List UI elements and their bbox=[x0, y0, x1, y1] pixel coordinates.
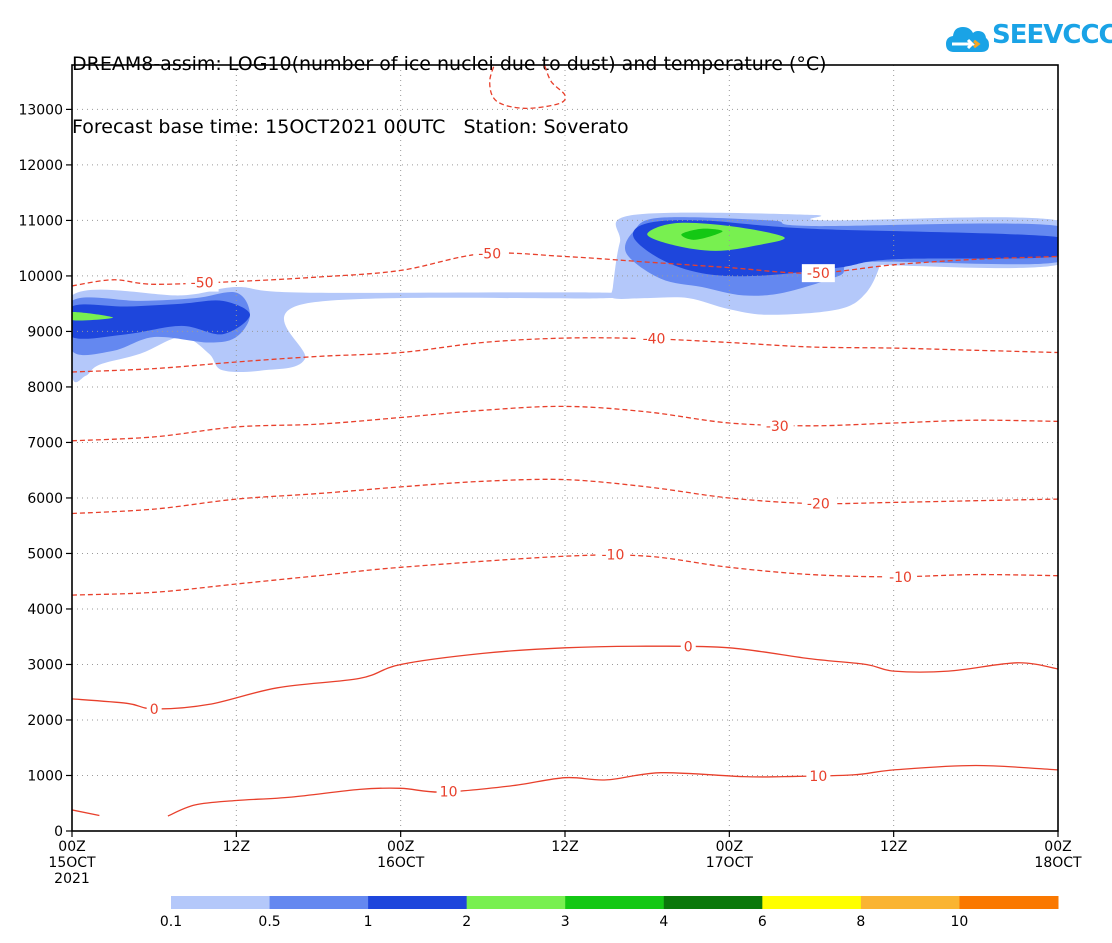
temperature-line-8 bbox=[489, 65, 567, 109]
colorbar-label-5: 4 bbox=[659, 914, 668, 930]
cloud-icon bbox=[946, 27, 989, 52]
temperature-line-1 bbox=[167, 764, 1058, 817]
contour-label-5-0: -30 bbox=[766, 419, 789, 435]
y-tick-label-11: 11000 bbox=[18, 213, 63, 229]
y-tick-label-3: 3000 bbox=[27, 657, 63, 673]
x-tick-label-0-0: 00Z bbox=[58, 839, 85, 855]
contour-label-bg-2-1 bbox=[680, 637, 696, 656]
y-tick-label-10: 10000 bbox=[18, 269, 63, 285]
contour-label-2-1: 0 bbox=[684, 640, 693, 656]
dust-area-2-7 bbox=[647, 222, 785, 251]
contour-label-3-0: -10 bbox=[601, 548, 624, 564]
y-tick-label-9: 9000 bbox=[27, 324, 63, 340]
axes: 0100020003000400050006000700080009000100… bbox=[18, 102, 1082, 887]
y-tick-label-8: 8000 bbox=[27, 380, 63, 396]
y-tick-label-12: 12000 bbox=[18, 158, 63, 174]
x-tick-label-6-0: 00Z bbox=[1044, 839, 1071, 855]
colorbar-swatch-0 bbox=[171, 896, 271, 909]
grid-lines bbox=[72, 65, 1058, 831]
temperature-contours bbox=[72, 65, 1058, 817]
colorbar-label-7: 8 bbox=[856, 914, 865, 930]
contour-label-bg-5-0 bbox=[760, 416, 794, 435]
dust-fields bbox=[72, 212, 1058, 383]
contour-label-bg-1-0 bbox=[436, 782, 461, 801]
y-tick-label-6: 6000 bbox=[27, 491, 63, 507]
x-tick-label-0-1: 15OCT bbox=[48, 855, 96, 871]
colorbar-label-1: 0.5 bbox=[258, 914, 280, 930]
x-tick-label-2-1: 16OCT bbox=[377, 855, 425, 871]
colorbar-label-6: 6 bbox=[758, 914, 767, 930]
colorbar-label-8: 10 bbox=[951, 914, 969, 930]
contour-label-2-0: 0 bbox=[150, 702, 159, 718]
colorbar-swatch-8 bbox=[959, 896, 1059, 909]
contour-label-bg-7-0 bbox=[185, 273, 219, 292]
x-tick-label-4-1: 17OCT bbox=[706, 855, 754, 871]
y-tick-label-0: 0 bbox=[54, 824, 63, 840]
colorbar-swatch-1 bbox=[269, 896, 369, 909]
y-tick-label-7: 7000 bbox=[27, 435, 63, 451]
y-tick-label-1: 1000 bbox=[27, 768, 63, 784]
plot-frame bbox=[71, 64, 1059, 832]
contour-label-bg-7-1 bbox=[473, 244, 507, 263]
contour-label-bg-6-0 bbox=[637, 329, 671, 348]
temperature-line-4 bbox=[72, 478, 1058, 515]
contour-label-3-1: -10 bbox=[889, 570, 912, 586]
x-tick-label-0-2: 2021 bbox=[54, 871, 90, 887]
contour-labels: 10 10 0 0 -10 -10 -20 -30 -40 -50 -50 -50 bbox=[146, 244, 918, 801]
colorbar-swatch-3 bbox=[466, 896, 566, 909]
temperature-line-2 bbox=[72, 645, 1058, 710]
temperature-line-6 bbox=[72, 337, 1058, 373]
colorbar-swatch-6 bbox=[762, 896, 862, 909]
contour-label-bg-1-1 bbox=[806, 767, 831, 786]
dust-area-1-2 bbox=[72, 300, 250, 339]
x-tick-label-3-0: 12Z bbox=[551, 839, 578, 855]
x-tick-label-5-0: 12Z bbox=[880, 839, 907, 855]
contour-label-7-0: -50 bbox=[191, 276, 214, 292]
colorbar-swatch-5 bbox=[663, 896, 763, 909]
contour-label-1-0: 10 bbox=[440, 785, 458, 801]
x-tick-label-4-0: 00Z bbox=[716, 839, 743, 855]
contour-label-bg-2-0 bbox=[146, 699, 162, 718]
colorbar-swatch-7 bbox=[860, 896, 960, 909]
temperature-line-5 bbox=[72, 405, 1058, 442]
seevccc-logo: SEEVCCC bbox=[944, 18, 1112, 58]
colorbar-label-4: 3 bbox=[561, 914, 570, 930]
contour-label-7-1: -50 bbox=[478, 247, 501, 263]
x-tick-label-6-1: 18OCT bbox=[1034, 855, 1082, 871]
x-tick-label-1-0: 12Z bbox=[223, 839, 250, 855]
x-tick-label-2-0: 00Z bbox=[387, 839, 414, 855]
colorbar-swatch-2 bbox=[368, 896, 468, 909]
y-tick-label-13: 13000 bbox=[18, 102, 63, 118]
y-tick-label-2: 2000 bbox=[27, 713, 63, 729]
y-tick-label-4: 4000 bbox=[27, 602, 63, 618]
temperature-line-0 bbox=[72, 809, 100, 817]
logo-text: SEEVCCC bbox=[992, 20, 1112, 50]
colorbar-swatch-4 bbox=[565, 896, 665, 909]
contour-label-4-0: -20 bbox=[807, 497, 830, 513]
contour-label-bg-3-1 bbox=[884, 567, 918, 586]
colorbar-label-0: 0.1 bbox=[160, 914, 182, 930]
colorbar: 0.1 0.5 1 2 3 4 6 8 10 bbox=[160, 896, 1059, 930]
colorbar-label-3: 2 bbox=[462, 914, 471, 930]
dust-area-2-3 bbox=[72, 311, 114, 321]
title-line-2: Forecast base time: 15OCT2021 00UTC Stat… bbox=[72, 116, 629, 138]
contour-label-6-0: -40 bbox=[643, 332, 666, 348]
colorbar-label-2: 1 bbox=[364, 914, 373, 930]
contour-label-bg-3-0 bbox=[596, 545, 630, 564]
contour-label-1-1: 10 bbox=[809, 769, 827, 785]
dust-area-3-8 bbox=[681, 228, 723, 240]
contour-label-bg-7-2 bbox=[801, 264, 835, 283]
y-tick-label-5: 5000 bbox=[27, 546, 63, 562]
contour-label-bg-4-0 bbox=[801, 494, 835, 513]
contour-label-7-2: -50 bbox=[807, 266, 830, 282]
